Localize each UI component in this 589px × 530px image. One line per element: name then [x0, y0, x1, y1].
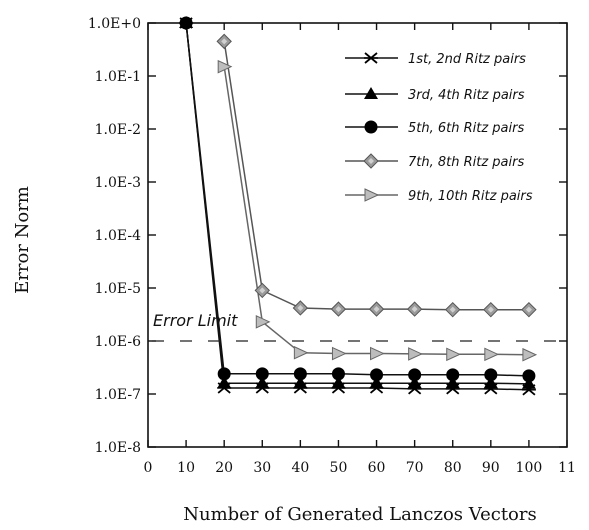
y-tick-label: 1.0E-5 — [95, 281, 141, 297]
series-line-2 — [185, 22, 529, 385]
error-limit-label: Error Limit — [153, 311, 238, 330]
series-2-point — [217, 376, 232, 389]
legend-label: 5th, 6th Ritz pairs — [408, 121, 524, 136]
y-tick-label: 1.0E-3 — [95, 175, 141, 191]
legend-item: 1st, 2nd Ritz pairs — [345, 52, 526, 67]
series-5-point — [446, 347, 461, 362]
series-3-point — [255, 367, 269, 381]
y-tick-label: 1.0E-8 — [95, 440, 141, 456]
y-tick-label: 1.0E-6 — [95, 334, 141, 350]
x-tick-label: 60 — [368, 460, 386, 476]
series-4-point — [292, 300, 309, 316]
x-tick-label: 40 — [291, 460, 309, 476]
series-line-1 — [185, 22, 529, 391]
series-3-point — [179, 16, 193, 30]
series-4-point — [445, 301, 461, 318]
y-tick-label: 1.0E+0 — [88, 16, 141, 32]
y-tick-label: 1.0E-4 — [95, 228, 141, 244]
series-2-point — [407, 376, 422, 389]
series-line-4 — [223, 41, 529, 311]
x-tick-label: 10 — [177, 460, 195, 476]
series-3-point — [331, 367, 345, 381]
series-3-point — [522, 369, 536, 383]
x-tick-label: 80 — [444, 460, 462, 476]
x-tick-label: 30 — [253, 460, 271, 476]
series-5-point — [408, 347, 423, 361]
legend-item: 7th, 8th Ritz pairs — [345, 153, 524, 170]
series-4-point — [483, 301, 499, 318]
x-tick-label: 70 — [406, 460, 424, 476]
legend-marker — [363, 153, 379, 169]
series-5-point — [255, 315, 271, 329]
legend-marker — [364, 87, 378, 99]
series-4-point — [368, 301, 385, 317]
series-2-point — [331, 376, 346, 389]
x-tick-label: 90 — [482, 460, 500, 476]
series-4-point — [254, 282, 270, 299]
series-5-point — [370, 346, 385, 361]
y-axis-ticks: 1.0E+0 1.0E-1 1.0E-2 1.0E-3 1.0E-4 1.0E-5 1.0E… — [88, 16, 567, 456]
legend-item: 3rd, 4th Ritz pairs — [345, 87, 525, 103]
y-tick-label: 1.0E-2 — [95, 122, 141, 138]
legend-label: 3rd, 4th Ritz pairs — [408, 88, 525, 103]
series-3-point — [370, 368, 384, 382]
legend-marker — [364, 52, 378, 64]
x-tick-label: 20 — [215, 460, 233, 476]
series-4-point — [406, 301, 423, 317]
series-2-point — [445, 376, 460, 389]
series-2-point — [521, 376, 536, 389]
series-lines — [185, 22, 529, 391]
legend-marker — [364, 188, 380, 202]
legend-item: 5th, 6th Ritz pairs — [345, 120, 524, 136]
series-markers — [179, 16, 538, 396]
series-4-point — [521, 301, 537, 318]
x-tick-label: 100 — [516, 460, 543, 476]
series-2-point — [255, 376, 270, 389]
series-5-point — [522, 347, 538, 362]
series-2-point — [293, 376, 308, 389]
y-tick-label: 1.0E-7 — [95, 387, 141, 403]
series-3-point — [484, 368, 498, 382]
series-5-point — [293, 345, 309, 360]
series-2-point — [483, 376, 498, 389]
legend: 1st, 2nd Ritz pairs 3rd, 4th Ritz pairs 5t… — [345, 52, 533, 204]
x-tick-label: 11 — [558, 460, 576, 476]
series-4-point — [216, 33, 232, 50]
x-tick-label: 0 — [144, 460, 153, 476]
series-5-point — [217, 59, 233, 74]
series-5-point — [484, 347, 500, 362]
legend-label: 9th, 10th Ritz pairs — [408, 189, 533, 204]
series-3-point — [446, 368, 460, 382]
error-limit: Error Limit — [152, 311, 563, 342]
series-2-point — [369, 376, 384, 389]
series-3-point — [217, 367, 231, 381]
x-axis-label: Number of Generated Lanczos Vectors — [183, 504, 537, 525]
legend-item: 9th, 10th Ritz pairs — [345, 188, 533, 204]
series-5-point — [331, 346, 347, 361]
legend-marker — [364, 120, 378, 134]
legend-label: 7th, 8th Ritz pairs — [408, 155, 524, 170]
series-3-point — [293, 367, 307, 381]
legend-label: 1st, 2nd Ritz pairs — [408, 52, 526, 67]
series-4-point — [330, 301, 347, 317]
series-line-3 — [185, 22, 529, 377]
x-tick-label: 50 — [330, 460, 348, 476]
y-tick-label: 1.0E-1 — [95, 69, 141, 85]
y-axis-label: Error Norm — [12, 186, 33, 294]
series-3-point — [408, 368, 422, 382]
